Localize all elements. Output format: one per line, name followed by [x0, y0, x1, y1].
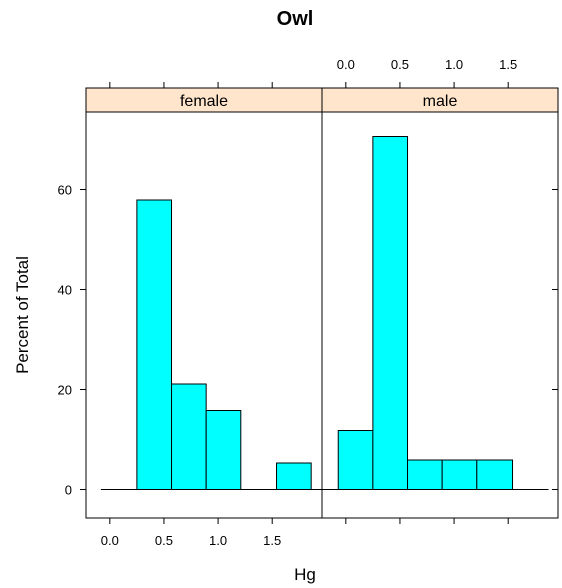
bar-male-3 — [407, 459, 443, 490]
bar-female-3 — [205, 410, 242, 490]
y-axis-label: Percent of Total — [13, 256, 32, 374]
bar-male-4 — [441, 459, 478, 490]
bar-female-1 — [136, 199, 173, 490]
x-tick-label: 1.0 — [445, 57, 463, 72]
y-tick-label: 20 — [58, 383, 72, 398]
x-tick-label: 1.5 — [263, 533, 281, 548]
y-tick-label: 60 — [58, 183, 72, 198]
x-axis-label: Hg — [294, 565, 316, 584]
strip-male — [321, 87, 559, 113]
x-tick-label: 1.5 — [499, 57, 517, 72]
bar-male-1 — [337, 430, 374, 490]
y-tick-label: 0 — [65, 483, 72, 498]
panel-frame-male — [321, 111, 559, 519]
bar-female-4 — [276, 462, 312, 490]
strip-label-female: female — [180, 93, 228, 110]
x-tick-label: 0.5 — [391, 57, 409, 72]
strip-label-male: male — [423, 93, 458, 110]
y-tick-label: 40 — [58, 283, 72, 298]
panel-female: female 0.0 0.5 1.0 1.5 — [85, 82, 348, 548]
panels-layer: female 0.0 0.5 1.0 1.5 male 0.0 0.5 1.0 1.5 0 20 40 6… — [58, 57, 559, 548]
chart-title: Owl — [277, 8, 314, 30]
x-tick-label: 0.5 — [155, 533, 173, 548]
x-tick-label: 0.0 — [101, 533, 119, 548]
bar-male-5 — [476, 459, 514, 490]
strip-female — [85, 87, 323, 113]
panel-male: male 0.0 0.5 1.0 1.5 — [302, 57, 559, 524]
x-tick-label: 1.0 — [209, 533, 227, 548]
x-tick-label: 0.0 — [337, 57, 355, 72]
bar-male-2 — [372, 136, 409, 490]
bar-female-2 — [171, 383, 207, 490]
